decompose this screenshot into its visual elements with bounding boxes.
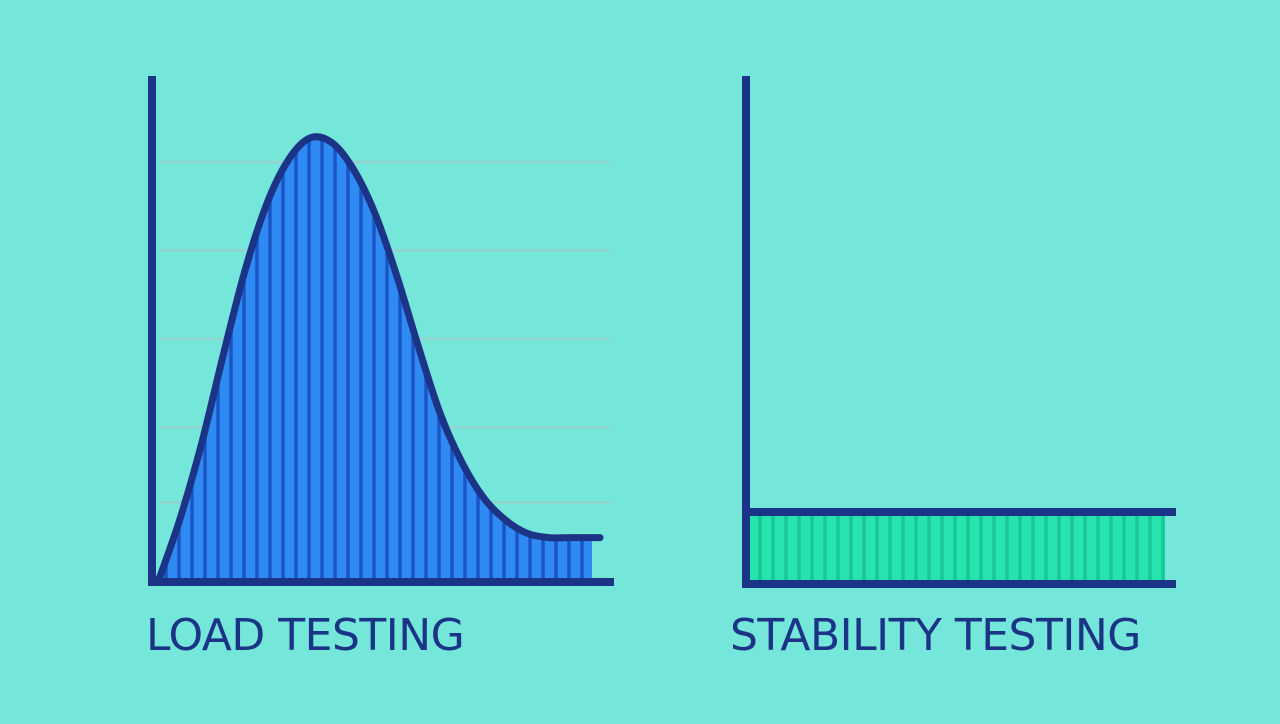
load-testing-title: LOAD TESTING [146,610,465,661]
stability-area-fill [750,512,1165,584]
load-testing-panel [148,76,614,586]
stability-stripes [758,512,1165,584]
stability-testing-title: STABILITY TESTING [730,610,1141,661]
load-curve-line [154,133,604,586]
stability-testing-panel [742,76,1176,588]
